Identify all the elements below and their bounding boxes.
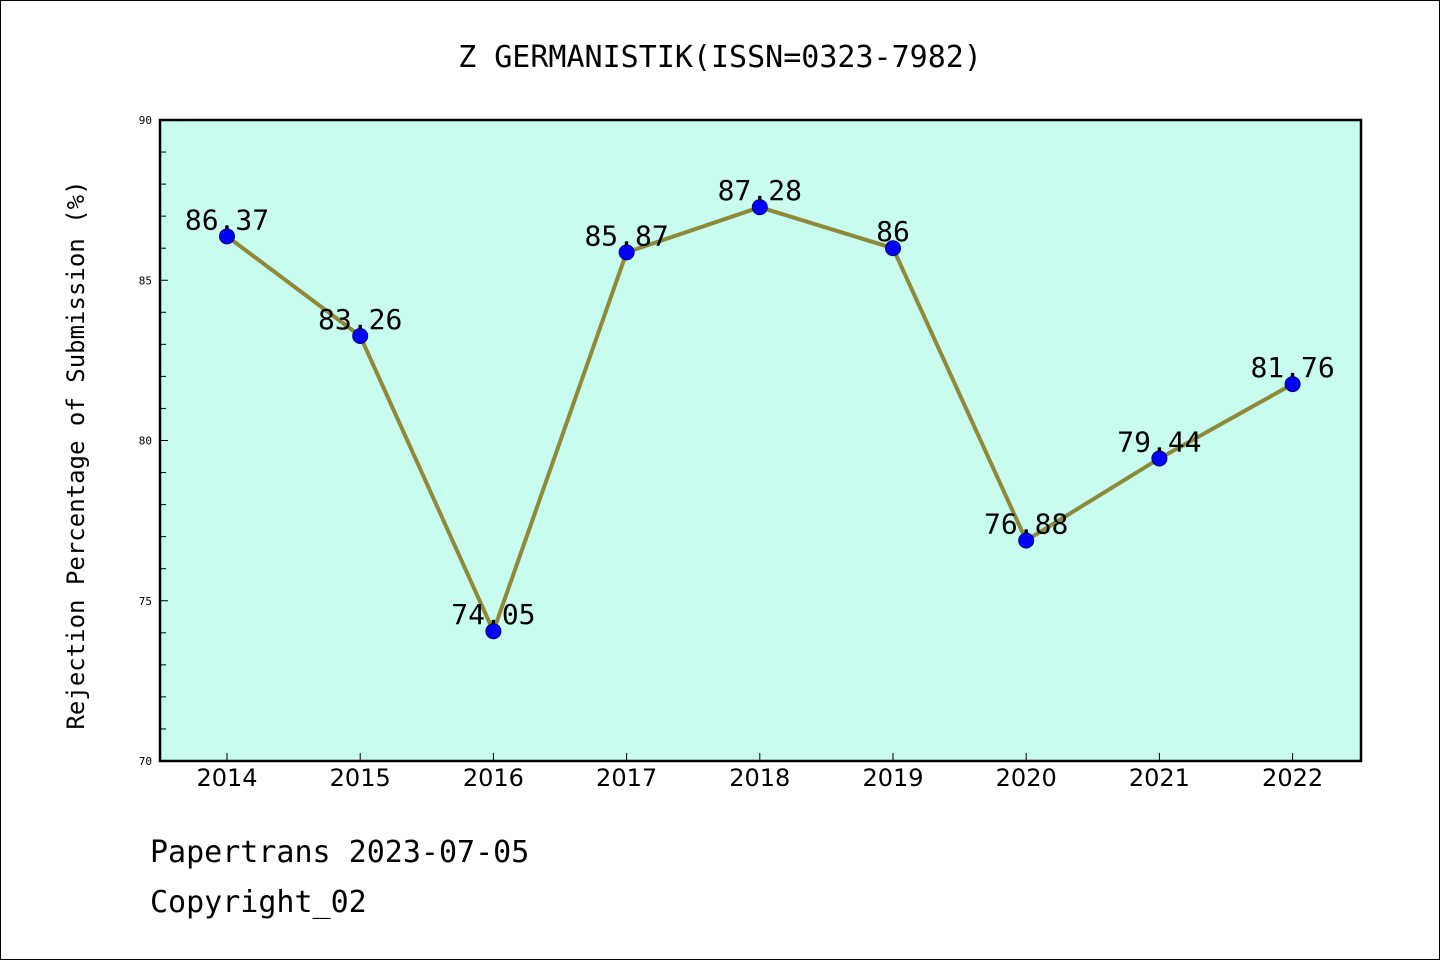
x-tick-label: 2019 (862, 764, 923, 792)
data-point (1284, 376, 1301, 393)
x-tick-label: 2016 (463, 764, 524, 792)
data-label: 83.26 (318, 303, 402, 336)
data-point (1151, 450, 1168, 467)
markers (219, 199, 1301, 640)
data-labels: 86.37 83.26 74.05 85.87 87.28 86 76.88 79.44 81.… (185, 174, 1335, 631)
data-point (485, 623, 502, 640)
y-tick-label: 80 (139, 435, 152, 448)
x-axis: 2014 2015 2016 2017 2018 2019 2020 2021 2022 (196, 753, 1323, 792)
data-label: 81.76 (1250, 351, 1334, 384)
x-tick-label: 2014 (196, 764, 257, 792)
data-point (1018, 532, 1035, 549)
data-point (219, 228, 235, 245)
data-label: 87.28 (718, 174, 802, 207)
y-axis: 70 75 80 85 90 (139, 114, 168, 768)
footer-date: Papertrans 2023-07-05 (150, 835, 530, 870)
data-point (885, 240, 901, 257)
footer-copyright: Copyright_02 (150, 885, 367, 920)
plot-area (158, 118, 1363, 763)
y-axis-label: Rejection Percentage of Submission (%) (62, 180, 90, 729)
x-tick-label: 2020 (996, 764, 1057, 792)
data-point (618, 244, 635, 261)
data-label: 74.05 (451, 598, 535, 631)
y-tick-label: 85 (139, 274, 152, 287)
data-label: 86 (876, 215, 910, 248)
data-label: 86.37 (185, 203, 269, 236)
x-tick-label: 2022 (1262, 764, 1323, 792)
y-tick-label: 90 (139, 114, 152, 127)
data-label: 85.87 (584, 219, 668, 252)
y-tick-label: 70 (139, 755, 152, 768)
chart-title: Z GERMANISTIK(ISSN=0323-7982) (458, 40, 982, 75)
data-label: 76.88 (984, 507, 1068, 540)
data-point (751, 199, 768, 216)
y-tick-label: 75 (139, 595, 152, 608)
x-tick-label: 2018 (729, 764, 790, 792)
data-label: 79.44 (1117, 425, 1201, 458)
x-tick-label: 2015 (330, 764, 391, 792)
x-tick-label: 2017 (596, 764, 657, 792)
data-point (352, 328, 369, 345)
x-tick-label: 2021 (1129, 764, 1190, 792)
